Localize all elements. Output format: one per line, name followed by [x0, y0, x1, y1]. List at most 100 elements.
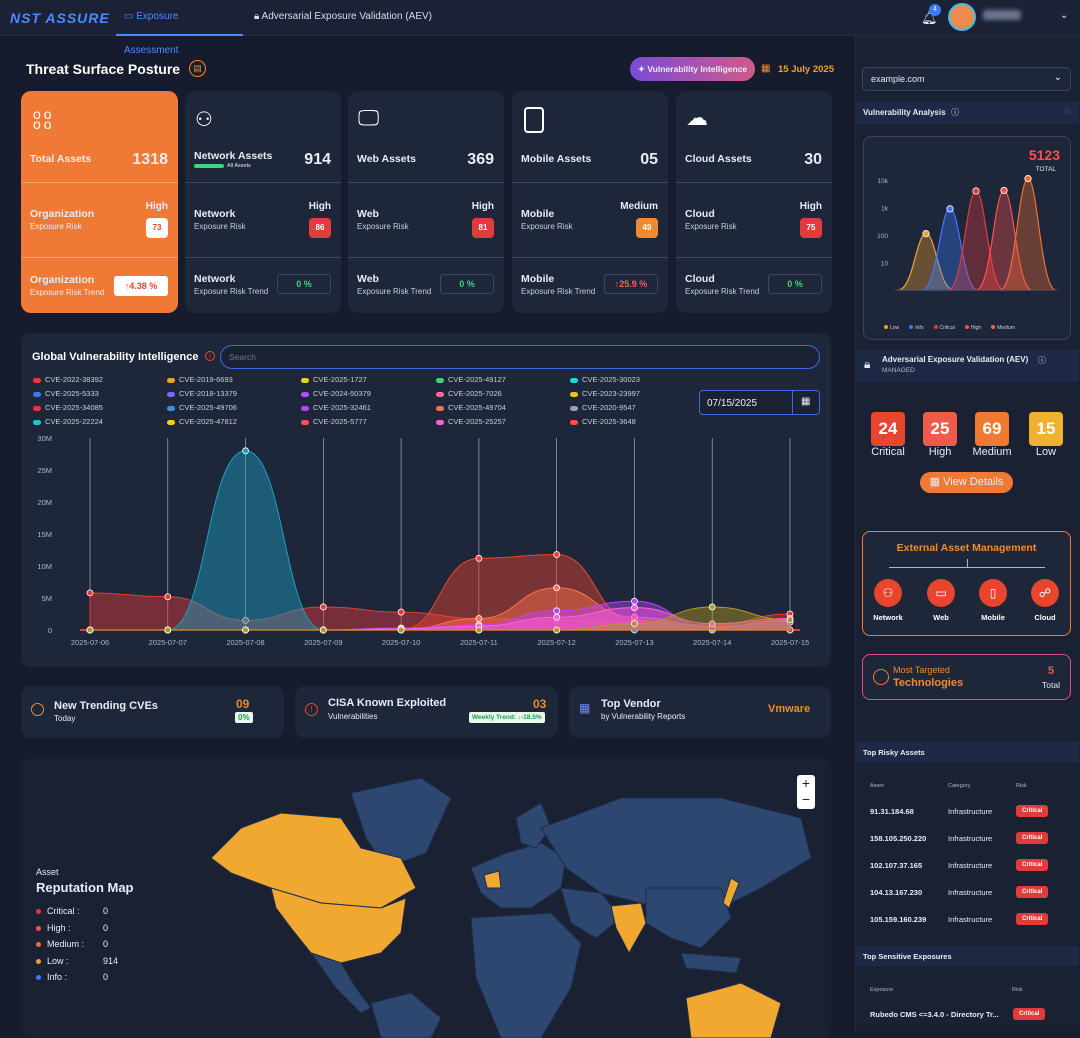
total-assets-value: 1318: [132, 151, 168, 168]
legend-item[interactable]: CVE-2025-49704: [436, 403, 506, 412]
divider: [185, 257, 341, 258]
trending-cves-card[interactable]: New Trending CVEs Today 09 0%: [21, 686, 284, 738]
sev-critical-label: Critical: [871, 446, 905, 458]
legend-item[interactable]: CVE-2025-49127: [436, 375, 506, 384]
y-tick-label: 10M: [37, 562, 52, 571]
legend-item[interactable]: CVE-2023-23997: [570, 389, 640, 398]
table-row[interactable]: 91.31.184.68 Infrastructure Critical: [870, 805, 1070, 817]
info-icon[interactable]: ⓘ: [951, 108, 959, 117]
vulnerability-intelligence-button[interactable]: ✦ Vulnerability Intelligence: [630, 57, 755, 81]
data-point[interactable]: [631, 604, 638, 612]
legend-item[interactable]: CVE-2024-50379: [301, 389, 371, 398]
data-point[interactable]: [553, 613, 561, 621]
table-row[interactable]: 158.105.250.220 Infrastructure Critical: [870, 832, 1070, 844]
peak-point[interactable]: [946, 205, 954, 213]
table-row[interactable]: 102.107.37.165 Infrastructure Critical: [870, 859, 1070, 871]
peak-point[interactable]: [1000, 186, 1008, 195]
info-icon[interactable]: ⓘ: [1038, 356, 1046, 365]
data-point[interactable]: [631, 620, 638, 628]
peak-point[interactable]: [922, 230, 930, 238]
view-details-button[interactable]: ▦ View Details: [920, 472, 1013, 493]
legend-item[interactable]: CVE-2025-7026: [436, 389, 502, 398]
risk-badge: Critical: [1013, 1008, 1046, 1020]
data-point[interactable]: [553, 607, 561, 615]
mobile-assets-card[interactable]: Mobile Assets 05 Mobile Exposure Risk Me…: [512, 91, 668, 313]
table-row[interactable]: 104.13.167.230 Infrastructure Critical: [870, 886, 1070, 898]
legend-label: Info :: [47, 972, 68, 982]
data-point[interactable]: [319, 626, 327, 634]
legend-item[interactable]: CVE-2025-32461: [301, 403, 371, 412]
legend-item[interactable]: CVE-2022-38392: [33, 375, 103, 384]
data-point[interactable]: [631, 613, 638, 621]
data-point[interactable]: [708, 603, 716, 611]
peak-point[interactable]: [1024, 175, 1032, 183]
legend-item[interactable]: CVE-2025-49706: [167, 403, 237, 412]
data-point[interactable]: [786, 616, 794, 624]
network-assets-card[interactable]: ⚇ Network Assets All Assets 914 Network …: [185, 91, 341, 313]
cisa-card[interactable]: ! CISA Known Exploited Vulnerabilities 0…: [295, 686, 558, 738]
cloud-assets-card[interactable]: ☁︎ Cloud Assets 30 Cloud Exposure Risk H…: [676, 91, 832, 313]
divider: [21, 257, 178, 258]
tab-aev[interactable]: 🔒︎ Adversarial Exposure Validation (AEV): [246, 0, 456, 36]
avatar[interactable]: [948, 3, 976, 31]
info-icon[interactable]: i: [205, 351, 215, 361]
series-area[interactable]: [90, 606, 791, 631]
legend-item[interactable]: CVE-2025-22224: [33, 417, 103, 426]
data-point[interactable]: [475, 615, 483, 622]
data-point[interactable]: [86, 626, 94, 634]
notification-badge: 4: [929, 4, 941, 16]
web-assets-card[interactable]: 🖵︎ Web Assets 369 Web Exposure Risk High…: [348, 91, 504, 313]
gvi-date-picker[interactable]: 07/15/2025 ▦: [699, 390, 820, 415]
legend-item[interactable]: CVE-2020-9547: [570, 403, 636, 412]
top-vendor-card[interactable]: ▦ Top Vendor by Vulnerability Reports Vm…: [569, 686, 831, 738]
data-point[interactable]: [242, 447, 249, 455]
gvi-search-input[interactable]: [220, 345, 820, 369]
data-point[interactable]: [319, 603, 327, 611]
eam-cloud-node[interactable]: ☍: [1031, 579, 1059, 607]
data-point[interactable]: [164, 593, 172, 601]
data-point[interactable]: [397, 608, 405, 616]
legend-item[interactable]: CVE-2025-5777: [301, 417, 367, 426]
table-row[interactable]: 105.159.160.239 Infrastructure Critical: [870, 913, 1070, 925]
peak-point[interactable]: [972, 187, 980, 195]
data-point[interactable]: [631, 597, 638, 605]
legend-item[interactable]: CVE-2018-13379: [167, 389, 237, 398]
legend-item[interactable]: CVE-2025-30023: [570, 375, 640, 384]
legend-item[interactable]: CVE-2025-25257: [436, 417, 506, 426]
eam-web-node[interactable]: ▭: [927, 579, 955, 607]
data-point[interactable]: [553, 626, 561, 634]
data-point[interactable]: [475, 554, 483, 562]
asset-ip: 105.159.160.239: [870, 915, 927, 924]
legend-item[interactable]: CVE-2025-1727: [301, 375, 367, 384]
data-point[interactable]: [708, 620, 716, 628]
data-point[interactable]: [475, 626, 483, 634]
info-doc-icon[interactable]: ▤: [189, 60, 206, 77]
data-point[interactable]: [242, 626, 249, 634]
data-point[interactable]: [553, 584, 561, 592]
data-point[interactable]: [86, 589, 94, 597]
table-row[interactable]: Rubedo CMS <=3.4.0 - Directory Tr... Cri…: [870, 1008, 1070, 1020]
legend-item[interactable]: CVE-2025-47812: [167, 417, 237, 426]
legend-dot: [36, 942, 41, 948]
legend-item[interactable]: CVE-2025-34085: [33, 403, 103, 412]
legend-swatch: [436, 391, 444, 397]
domain-select[interactable]: example.com ⌄: [862, 67, 1071, 91]
data-point[interactable]: [164, 626, 172, 634]
legend-item[interactable]: CVE-2025-5333: [33, 389, 99, 398]
eam-mobile-node[interactable]: ▯: [979, 579, 1007, 607]
map-australia: [685, 982, 782, 1038]
cisa-value: 03: [533, 697, 547, 711]
zoom-out-button[interactable]: −: [801, 791, 811, 807]
most-targeted-card[interactable]: Most Targeted Technologies 5 Total: [862, 654, 1071, 700]
zoom-in-button[interactable]: +: [801, 775, 811, 791]
chevron-down-icon[interactable]: ⌄: [1060, 10, 1069, 21]
tab-exposure-assessment[interactable]: ▭ Exposure Assessment: [116, 0, 243, 56]
expand-icon[interactable]: ⊘: [1063, 106, 1071, 116]
data-point[interactable]: [397, 626, 405, 634]
world-map[interactable]: [21, 758, 831, 1038]
data-point[interactable]: [242, 616, 249, 624]
legend-item[interactable]: CVE-2019-6693: [167, 375, 233, 384]
eam-network-node[interactable]: ⚇: [874, 579, 902, 607]
legend-item[interactable]: CVE-2025-3648: [570, 417, 636, 426]
data-point[interactable]: [553, 551, 561, 558]
